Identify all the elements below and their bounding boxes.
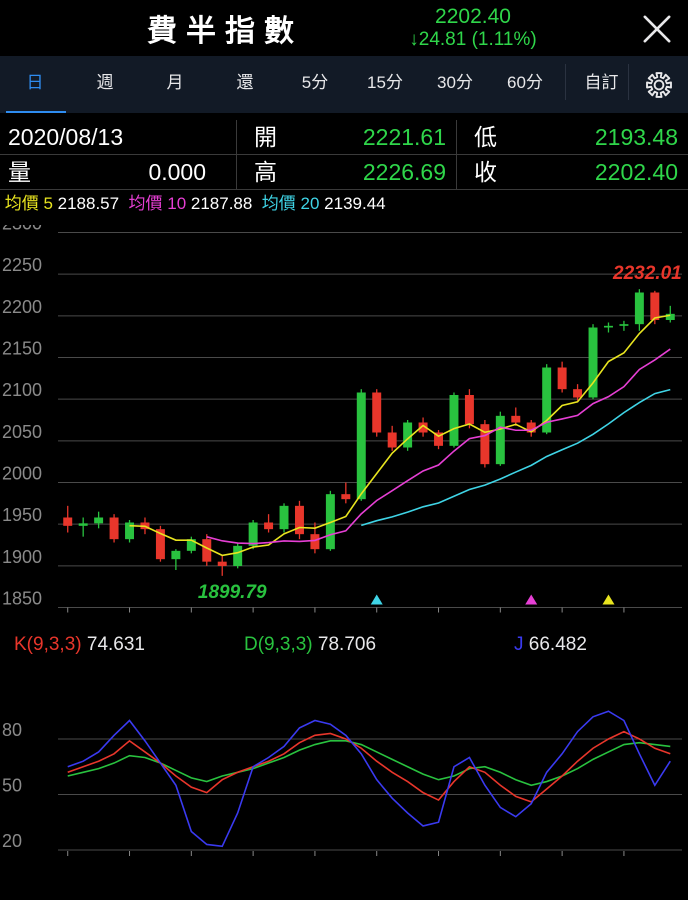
svg-text:1950: 1950 xyxy=(2,505,42,525)
svg-text:1899.79: 1899.79 xyxy=(198,582,267,603)
svg-text:2200: 2200 xyxy=(2,297,42,317)
svg-text:2232.01: 2232.01 xyxy=(612,263,682,284)
svg-text:80: 80 xyxy=(2,720,22,740)
svg-text:K(9,3,3) 74.631: K(9,3,3) 74.631 xyxy=(14,634,145,655)
svg-text:1900: 1900 xyxy=(2,547,42,567)
svg-text:2250: 2250 xyxy=(2,255,42,275)
svg-text:2150: 2150 xyxy=(2,339,42,359)
svg-text:50: 50 xyxy=(2,776,22,796)
svg-text:D(9,3,3) 78.706: D(9,3,3) 78.706 xyxy=(244,634,376,655)
svg-text:1850: 1850 xyxy=(2,589,42,609)
svg-text:20: 20 xyxy=(2,831,22,851)
svg-text:2300: 2300 xyxy=(2,225,42,234)
svg-text:J 66.482: J 66.482 xyxy=(514,634,587,655)
svg-text:2050: 2050 xyxy=(2,422,42,442)
svg-text:2000: 2000 xyxy=(2,464,42,484)
svg-text:2100: 2100 xyxy=(2,380,42,400)
